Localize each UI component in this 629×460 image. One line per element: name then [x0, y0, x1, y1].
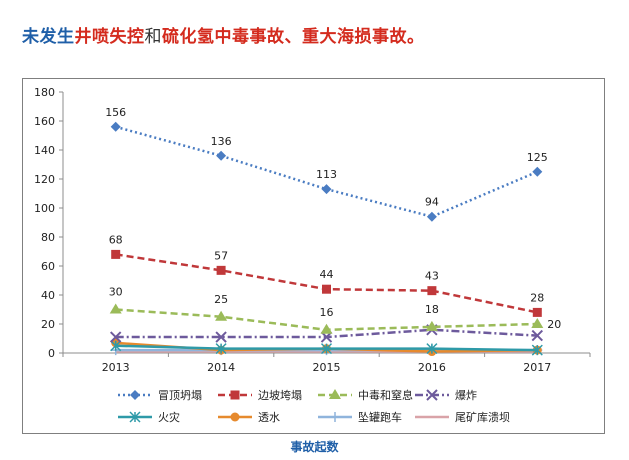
- y-tick-label: 140: [34, 144, 55, 157]
- legend-label: 冒顶坍塌: [158, 388, 202, 402]
- headline-part-2: 井喷失控: [74, 27, 145, 47]
- data-point: [532, 307, 542, 317]
- data-label: 30: [109, 286, 123, 299]
- legend-marker: [129, 411, 141, 423]
- data-label: 113: [316, 168, 337, 181]
- data-point: [426, 211, 437, 222]
- data-label: 44: [320, 268, 334, 281]
- x-tick-label: 2013: [102, 361, 130, 374]
- legend-marker: [230, 390, 240, 400]
- y-tick-label: 20: [41, 318, 55, 331]
- data-point: [427, 286, 437, 296]
- data-point: [425, 320, 438, 331]
- data-point: [109, 331, 122, 343]
- data-label: 68: [109, 233, 123, 246]
- x-tick-label: 2017: [523, 361, 551, 374]
- data-point: [322, 284, 331, 294]
- legend-label: 中毒和窒息: [358, 388, 413, 402]
- data-point: [111, 249, 121, 259]
- y-tick-label: 60: [41, 260, 55, 273]
- y-tick-label: 120: [34, 173, 55, 186]
- data-point: [216, 150, 227, 161]
- headline: 未发生井喷失控和硫化氢中毒事故、重大海损事故。: [22, 22, 425, 47]
- y-tick-label: 40: [41, 289, 55, 302]
- data-point: [215, 331, 227, 343]
- series-line: [115, 253, 538, 314]
- data-point: [532, 166, 543, 177]
- headline-part-3: 和: [144, 27, 162, 47]
- data-label: 94: [425, 196, 439, 209]
- data-point: [110, 121, 121, 132]
- headline-part-4: 硫化氢中毒事故、重大海损事故。: [162, 27, 425, 47]
- x-tick-label: 2014: [207, 361, 235, 374]
- data-label: 18: [425, 303, 439, 316]
- legend-marker: [329, 389, 341, 399]
- chart-frame: [22, 78, 605, 434]
- data-label: 57: [214, 249, 228, 262]
- data-label: 43: [425, 270, 439, 283]
- data-label: 156: [105, 106, 126, 119]
- data-point: [320, 323, 333, 334]
- y-tick-label: 160: [34, 115, 55, 128]
- legend-marker: [330, 412, 340, 422]
- legend-label: 透水: [258, 411, 280, 424]
- y-tick-label: 180: [34, 86, 55, 99]
- legend-marker: [230, 412, 240, 422]
- legend-label: 边坡垮塌: [258, 388, 302, 402]
- data-point: [110, 340, 122, 352]
- x-axis-title: 事故起数: [290, 440, 339, 454]
- x-tick-label: 2015: [313, 361, 341, 374]
- data-point: [531, 318, 544, 328]
- data-point: [321, 184, 332, 195]
- data-point: [109, 303, 122, 314]
- legend-label: 尾矿库溃坝: [455, 410, 510, 424]
- y-tick-label: 0: [48, 347, 55, 360]
- legend-label: 火灾: [158, 410, 180, 424]
- data-point: [320, 343, 333, 355]
- legend-label: 坠罐跑车: [358, 410, 402, 424]
- data-point: [216, 265, 226, 275]
- y-tick-label: 80: [41, 231, 55, 244]
- data-point: [215, 310, 228, 321]
- legend-marker: [426, 389, 438, 401]
- headline-part-1: 未发生: [22, 27, 75, 47]
- data-label: 28: [530, 291, 544, 304]
- data-label: 125: [527, 151, 548, 164]
- data-label: 136: [211, 135, 232, 148]
- data-label: 25: [214, 293, 228, 306]
- data-point: [215, 343, 227, 355]
- data-point: [426, 343, 438, 355]
- data-label: 16: [320, 306, 334, 319]
- y-tick-label: 100: [34, 202, 55, 215]
- legend-marker: [130, 390, 140, 400]
- data-point: [531, 329, 544, 342]
- data-point: [531, 344, 543, 356]
- legend-label: 爆炸: [455, 388, 477, 402]
- data-label: 20: [547, 318, 561, 331]
- x-tick-label: 2016: [418, 361, 446, 374]
